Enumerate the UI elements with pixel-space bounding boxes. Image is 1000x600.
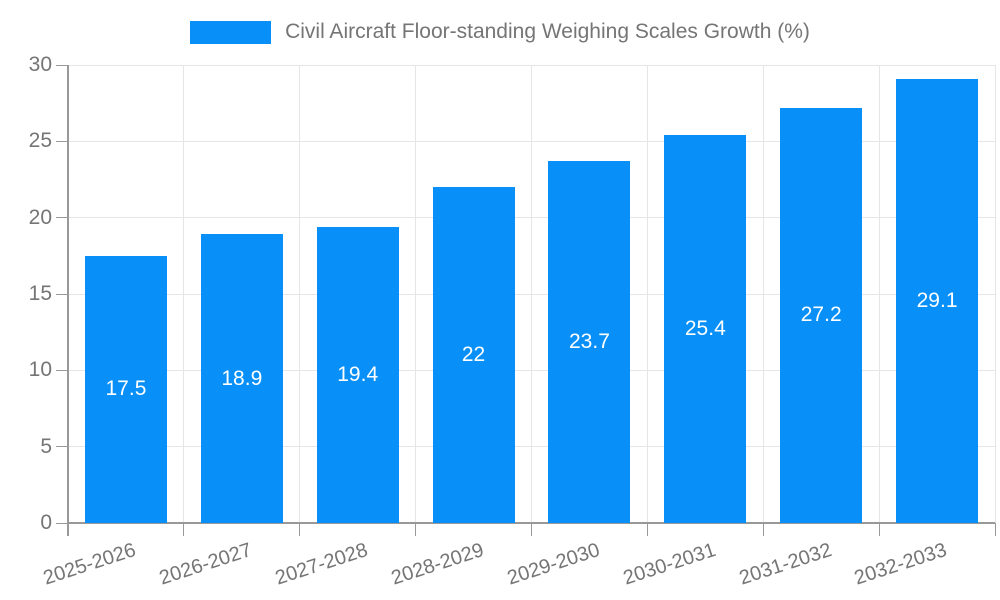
gridline-vertical xyxy=(299,65,301,523)
y-tick-mark xyxy=(56,522,68,524)
y-tick-label: 30 xyxy=(28,53,52,76)
y-tick-mark xyxy=(56,140,68,142)
x-tick-mark xyxy=(183,523,185,536)
legend-label: Civil Aircraft Floor-standing Weighing S… xyxy=(285,20,810,43)
bar[interactable] xyxy=(200,234,283,523)
bar[interactable] xyxy=(548,161,631,523)
y-axis-line xyxy=(67,65,69,536)
bar-value-label: 27.2 xyxy=(800,303,842,327)
bar[interactable] xyxy=(664,135,747,523)
x-tick-label: 2025-2026 xyxy=(40,539,139,590)
y-tick-label: 25 xyxy=(28,129,52,153)
x-tick-label: 2030-2031 xyxy=(620,539,719,590)
gridline-vertical xyxy=(994,65,996,523)
gridline-vertical xyxy=(415,65,417,523)
gridline-vertical xyxy=(762,65,764,523)
y-tick-label: 10 xyxy=(28,358,52,382)
gridline-vertical xyxy=(878,65,880,523)
bar-value-label: 18.9 xyxy=(221,366,263,390)
y-tick-mark xyxy=(56,217,68,219)
y-tick-mark xyxy=(56,293,68,295)
bar[interactable] xyxy=(780,107,863,523)
y-tick-label: 5 xyxy=(40,434,52,458)
bar-value-label: 29.1 xyxy=(916,288,958,312)
x-tick-mark xyxy=(762,523,764,536)
x-tick-label: 2029-2030 xyxy=(504,539,603,590)
x-tick-label: 2026-2027 xyxy=(156,539,255,590)
legend[interactable]: Civil Aircraft Floor-standing Weighing S… xyxy=(0,20,1000,44)
y-tick-label: 20 xyxy=(28,205,52,229)
bar-value-label: 19.4 xyxy=(337,362,379,386)
gridline-vertical xyxy=(646,65,648,523)
x-tick-label: 2032-2033 xyxy=(852,539,950,590)
bar[interactable] xyxy=(316,226,399,523)
bar-value-label: 23.7 xyxy=(569,330,610,354)
y-tick-mark xyxy=(56,64,68,66)
x-tick-mark xyxy=(646,523,648,536)
bar[interactable] xyxy=(432,187,515,523)
x-tick-label: 2031-2032 xyxy=(736,539,834,590)
x-tick-mark xyxy=(415,523,417,536)
y-tick-label: 0 xyxy=(40,511,52,534)
bar-value-label: 25.4 xyxy=(684,317,726,341)
gridline-vertical xyxy=(183,65,185,523)
y-tick-mark xyxy=(56,446,68,448)
gridline-vertical xyxy=(531,65,532,523)
x-tick-mark xyxy=(878,523,880,536)
legend-swatch xyxy=(190,20,272,44)
x-tick-label: 2027-2028 xyxy=(272,539,371,590)
x-axis-line xyxy=(67,522,995,524)
x-tick-label: 2028-2029 xyxy=(388,539,487,590)
x-tick-mark xyxy=(531,523,532,536)
bar-value-label: 17.5 xyxy=(105,377,147,401)
bar-value-label: 22 xyxy=(461,343,486,367)
y-tick-label: 15 xyxy=(28,282,52,305)
y-tick-mark xyxy=(56,369,68,371)
x-tick-mark xyxy=(994,523,996,536)
bar[interactable] xyxy=(896,78,979,523)
x-tick-mark xyxy=(299,523,301,536)
bar[interactable] xyxy=(84,255,167,523)
